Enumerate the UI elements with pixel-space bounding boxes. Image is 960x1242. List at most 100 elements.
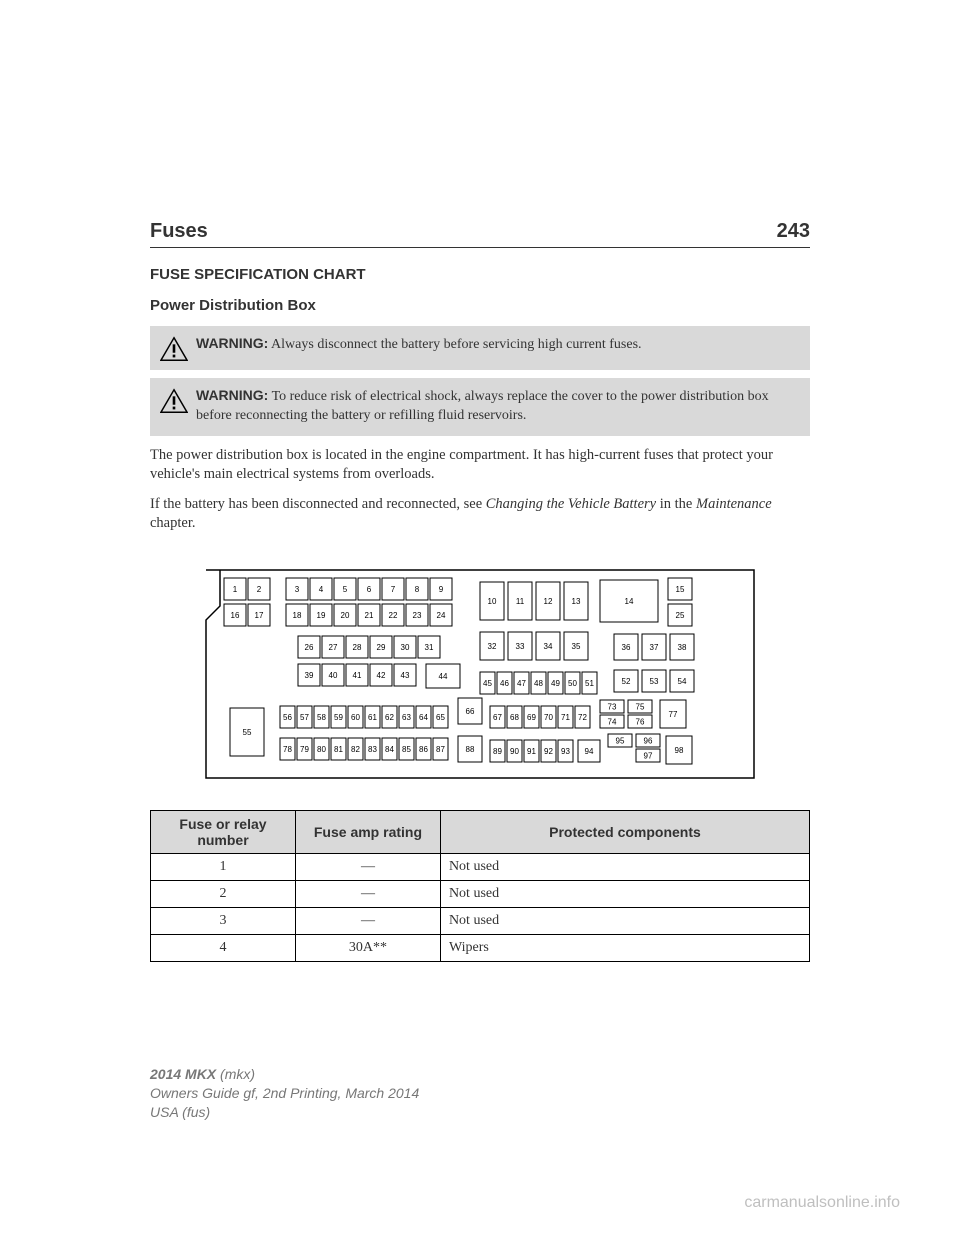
- footer-line-3: USA (fus): [150, 1103, 419, 1122]
- cell-amp-rating: —: [295, 854, 440, 881]
- warning-lead: WARNING:: [196, 335, 268, 351]
- svg-text:23: 23: [413, 611, 422, 620]
- svg-text:20: 20: [341, 611, 350, 620]
- svg-text:47: 47: [517, 679, 526, 688]
- chapter-title: Fuses: [150, 220, 208, 243]
- svg-text:31: 31: [425, 643, 434, 652]
- svg-text:92: 92: [544, 747, 553, 756]
- fuse-box-diagram: 1234567891617181920212223242627282930313…: [200, 556, 760, 786]
- cell-fuse-number: 1: [151, 854, 296, 881]
- p2-part: chapter.: [150, 515, 196, 531]
- svg-text:56: 56: [283, 713, 292, 722]
- table-row: 2—Not used: [151, 881, 810, 908]
- svg-text:36: 36: [622, 643, 631, 652]
- svg-text:3: 3: [295, 585, 300, 594]
- svg-text:98: 98: [675, 746, 684, 755]
- cell-fuse-number: 3: [151, 908, 296, 935]
- svg-text:87: 87: [436, 745, 445, 754]
- svg-text:73: 73: [608, 703, 617, 712]
- cell-protected: Wipers: [440, 935, 809, 962]
- svg-text:80: 80: [317, 745, 326, 754]
- p2-italic: Maintenance: [696, 496, 772, 512]
- paragraph-1: The power distribution box is located in…: [150, 446, 810, 485]
- svg-text:1: 1: [233, 585, 238, 594]
- svg-text:17: 17: [255, 611, 264, 620]
- svg-text:59: 59: [334, 713, 343, 722]
- svg-text:83: 83: [368, 745, 377, 754]
- svg-text:7: 7: [391, 585, 396, 594]
- svg-text:75: 75: [636, 703, 645, 712]
- svg-text:8: 8: [415, 585, 420, 594]
- svg-text:91: 91: [527, 747, 536, 756]
- cell-protected: Not used: [440, 881, 809, 908]
- svg-text:39: 39: [305, 671, 314, 680]
- page-header: Fuses 243: [150, 220, 810, 248]
- cell-fuse-number: 2: [151, 881, 296, 908]
- svg-text:46: 46: [500, 679, 509, 688]
- col-header-fuse-number: Fuse or relay number: [151, 811, 296, 854]
- svg-text:22: 22: [389, 611, 398, 620]
- svg-text:26: 26: [305, 643, 314, 652]
- warning-body: To reduce risk of electrical shock, alwa…: [196, 389, 769, 423]
- svg-text:35: 35: [572, 642, 581, 651]
- svg-text:61: 61: [368, 713, 377, 722]
- svg-text:30: 30: [401, 643, 410, 652]
- svg-text:51: 51: [585, 679, 594, 688]
- fuse-spec-table: Fuse or relay number Fuse amp rating Pro…: [150, 810, 810, 962]
- svg-text:10: 10: [488, 597, 497, 606]
- svg-text:81: 81: [334, 745, 343, 754]
- svg-text:68: 68: [510, 713, 519, 722]
- svg-text:34: 34: [544, 642, 553, 651]
- svg-text:89: 89: [493, 747, 502, 756]
- svg-text:70: 70: [544, 713, 553, 722]
- col-header-protected: Protected components: [440, 811, 809, 854]
- svg-text:38: 38: [678, 643, 687, 652]
- svg-text:57: 57: [300, 713, 309, 722]
- svg-text:42: 42: [377, 671, 386, 680]
- svg-text:69: 69: [527, 713, 536, 722]
- svg-text:86: 86: [419, 745, 428, 754]
- svg-text:71: 71: [561, 713, 570, 722]
- warning-lead: WARNING:: [196, 387, 268, 403]
- svg-text:48: 48: [534, 679, 543, 688]
- cell-protected: Not used: [440, 908, 809, 935]
- page-footer: 2014 MKX (mkx) Owners Guide gf, 2nd Prin…: [150, 1065, 419, 1122]
- svg-text:93: 93: [561, 747, 570, 756]
- svg-text:28: 28: [353, 643, 362, 652]
- svg-text:14: 14: [625, 597, 634, 606]
- svg-text:16: 16: [231, 611, 240, 620]
- subsection-title: Power Distribution Box: [150, 297, 810, 314]
- svg-text:2: 2: [257, 585, 262, 594]
- svg-text:12: 12: [544, 597, 553, 606]
- footer-model-code: (mkx): [216, 1066, 255, 1082]
- svg-text:25: 25: [676, 611, 685, 620]
- svg-text:58: 58: [317, 713, 326, 722]
- warning-box-1: WARNING: Always disconnect the battery b…: [150, 326, 810, 370]
- svg-text:53: 53: [650, 677, 659, 686]
- svg-text:85: 85: [402, 745, 411, 754]
- svg-text:32: 32: [488, 642, 497, 651]
- svg-text:94: 94: [585, 747, 594, 756]
- svg-text:19: 19: [317, 611, 326, 620]
- svg-text:49: 49: [551, 679, 560, 688]
- svg-text:6: 6: [367, 585, 372, 594]
- svg-text:84: 84: [385, 745, 394, 754]
- svg-text:78: 78: [283, 745, 292, 754]
- table-header-row: Fuse or relay number Fuse amp rating Pro…: [151, 811, 810, 854]
- svg-text:43: 43: [401, 671, 410, 680]
- footer-line-1: 2014 MKX (mkx): [150, 1065, 419, 1084]
- warning-text-2: WARNING: To reduce risk of electrical sh…: [196, 386, 800, 426]
- svg-text:67: 67: [493, 713, 502, 722]
- svg-text:79: 79: [300, 745, 309, 754]
- cell-amp-rating: 30A**: [295, 935, 440, 962]
- p2-part: If the battery has been disconnected and…: [150, 496, 486, 512]
- svg-text:55: 55: [243, 728, 252, 737]
- svg-text:90: 90: [510, 747, 519, 756]
- svg-text:41: 41: [353, 671, 362, 680]
- p2-italic: Changing the Vehicle Battery: [486, 496, 656, 512]
- svg-text:82: 82: [351, 745, 360, 754]
- svg-text:97: 97: [644, 752, 653, 761]
- svg-text:96: 96: [644, 737, 653, 746]
- cell-amp-rating: —: [295, 881, 440, 908]
- svg-text:50: 50: [568, 679, 577, 688]
